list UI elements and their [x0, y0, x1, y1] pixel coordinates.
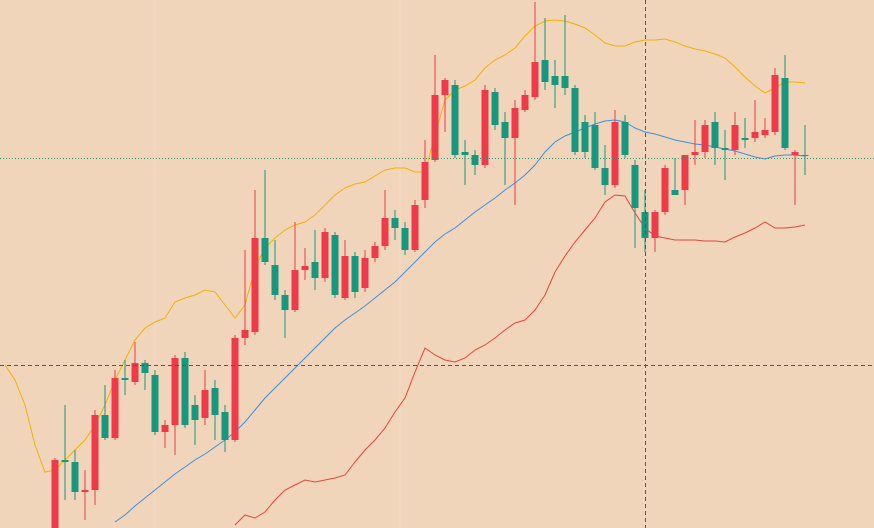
candle-body [611, 122, 619, 185]
candle-body [81, 490, 89, 492]
candle-body [691, 152, 699, 155]
candle-body [431, 95, 439, 160]
candle-body [461, 152, 469, 155]
candle-body [361, 258, 369, 288]
candle-body [591, 125, 599, 168]
candle-body [801, 155, 809, 156]
candle-body [501, 122, 509, 138]
candle-body [321, 232, 329, 278]
candle-body [531, 62, 539, 97]
candle-body [471, 155, 479, 165]
candle-body [411, 205, 419, 250]
candle-body [561, 76, 569, 88]
candle-body [451, 85, 459, 155]
candle-body [161, 425, 169, 432]
candle-body [401, 228, 409, 250]
candle-body [571, 88, 579, 152]
band-line [234, 194, 806, 526]
candle-body [651, 212, 659, 238]
candle-body [661, 168, 669, 212]
band-line [114, 119, 806, 523]
marks [4, 2, 809, 528]
candle-body [131, 363, 139, 382]
candle-body [391, 218, 399, 228]
candle-body [61, 460, 69, 462]
candle-body [601, 168, 609, 185]
candle-body [381, 218, 389, 246]
candle-body [581, 122, 589, 152]
candle-body [91, 415, 99, 490]
candle-body [511, 108, 519, 138]
candle-body [631, 165, 639, 208]
candle-body [781, 78, 789, 148]
candle-body [231, 338, 239, 440]
candle-body [551, 76, 559, 85]
candle-body [441, 80, 449, 95]
candle-body [211, 388, 219, 415]
candle-body [271, 265, 279, 295]
candle-body [191, 405, 199, 420]
candle-body [341, 256, 349, 298]
candle-body [621, 122, 629, 155]
candle-body [311, 262, 319, 278]
candle-body [111, 378, 119, 438]
candle-body [221, 412, 229, 440]
candle-body [421, 162, 429, 200]
candle-body [701, 125, 709, 152]
candle-body [261, 238, 269, 262]
candle-body [121, 378, 129, 380]
candle-body [741, 138, 749, 140]
candle-body [521, 95, 529, 110]
candle-body [181, 358, 189, 425]
candle-body [301, 266, 309, 270]
candle-body [491, 92, 499, 125]
candle-body [291, 270, 299, 310]
candle-body [101, 415, 109, 438]
candle-body [171, 358, 179, 425]
candle-body [721, 148, 729, 150]
candle-body [711, 122, 719, 148]
candle-body [371, 246, 379, 258]
candle-body [201, 390, 209, 418]
candle-body [771, 75, 779, 132]
candle-body [681, 155, 689, 190]
candle-body [51, 460, 59, 528]
candle-body [791, 152, 799, 155]
band-line [4, 19, 806, 473]
candle-body [481, 90, 489, 165]
candle-body [281, 295, 289, 310]
candle-body [541, 60, 549, 82]
candle-body [331, 235, 339, 295]
candle-body [141, 363, 149, 373]
candle-body [761, 130, 769, 135]
candle-body [251, 238, 259, 332]
candle-body [751, 132, 759, 138]
candle-body [671, 190, 679, 195]
candle-body [151, 375, 159, 432]
candle-body [351, 256, 359, 292]
candle-body [241, 330, 249, 338]
candle-body [731, 125, 739, 150]
candle-body [71, 462, 79, 492]
